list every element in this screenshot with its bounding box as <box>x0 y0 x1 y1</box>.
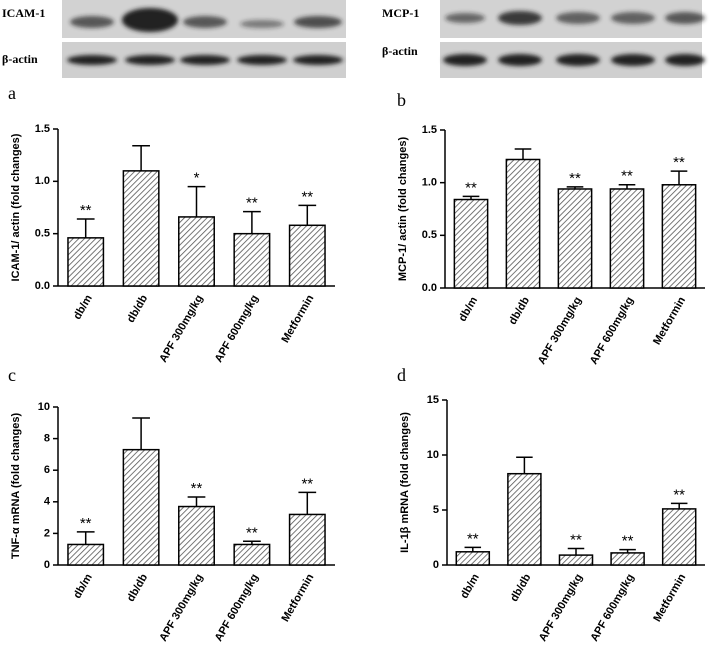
significance: ** <box>301 475 313 492</box>
bar <box>557 188 593 289</box>
significance: ** <box>673 154 685 171</box>
blot-right: MCP-1 β-actin <box>382 0 705 78</box>
blot-label: β-actin <box>2 52 38 66</box>
x-tick-label: db/m <box>457 295 481 324</box>
significance: ** <box>570 531 582 548</box>
x-tick-label: APF 300mg/kg <box>157 572 205 644</box>
significance: ** <box>465 179 477 196</box>
bar <box>507 472 542 566</box>
y-tick-label: 0.5 <box>422 229 437 241</box>
y-tick-label: 1.0 <box>35 175 50 187</box>
bar <box>505 158 541 289</box>
significance: ** <box>467 530 479 547</box>
bar <box>178 216 215 287</box>
x-tick-label: Metformin <box>279 293 316 345</box>
bar <box>609 188 645 289</box>
significance: ** <box>673 486 685 503</box>
significance: ** <box>621 168 633 185</box>
blot-label: β-actin <box>382 44 418 58</box>
bar <box>122 448 160 566</box>
bar <box>453 198 489 289</box>
x-tick-label: db/m <box>71 572 95 601</box>
significance: * <box>194 170 200 187</box>
y-tick-label: 1.5 <box>35 123 50 135</box>
y-tick-label: 5 <box>433 504 439 516</box>
bar <box>233 543 271 566</box>
y-axis-label: ICAM-1/ actin (fold changes) <box>10 133 22 281</box>
y-tick-label: 10 <box>427 449 439 461</box>
y-tick-label: 0 <box>433 559 439 571</box>
bar <box>661 184 697 289</box>
y-tick-label: 10 <box>38 401 50 413</box>
y-tick-label: 0.0 <box>35 280 50 292</box>
y-tick-label: 2 <box>44 527 50 539</box>
y-axis-label: MCP-1/ actin (fold changes) <box>397 137 409 282</box>
x-tick-label: Metformin <box>651 572 688 624</box>
y-tick-label: 0.5 <box>35 228 50 240</box>
blot-left: ICAM-1 β-actin <box>2 0 346 78</box>
x-tick-label: APF 600mg/kg <box>588 572 636 644</box>
bar <box>67 543 105 566</box>
y-tick-label: 15 <box>427 394 439 406</box>
y-tick-label: 6 <box>44 464 50 476</box>
y-tick-label: 1.0 <box>422 177 437 189</box>
x-tick-label: db/m <box>71 293 95 322</box>
y-tick-label: 0.0 <box>422 282 437 294</box>
x-tick-label: db/db <box>125 572 150 604</box>
y-tick-label: 0 <box>44 559 50 571</box>
significance: ** <box>80 515 92 532</box>
x-tick-label: APF 300mg/kg <box>157 293 205 365</box>
bar <box>178 505 215 566</box>
x-tick-label: db/db <box>507 295 532 327</box>
y-axis-label: IL-1β mRNA (fold changes) <box>399 412 411 553</box>
y-tick-label: 8 <box>44 433 50 445</box>
y-axis-label: TNF-α mRNA (fold changes) <box>10 413 22 560</box>
y-tick-label: 4 <box>44 496 51 508</box>
x-tick-label: Metformin <box>279 572 316 624</box>
panel-label: d <box>397 365 406 385</box>
x-tick-label: db/m <box>458 572 482 601</box>
bar <box>288 513 326 566</box>
x-tick-label: APF 600mg/kg <box>588 295 636 367</box>
bar <box>288 224 326 287</box>
significance: ** <box>191 480 203 497</box>
panel-label: a <box>8 83 16 103</box>
significance: ** <box>569 170 581 187</box>
bar <box>558 554 594 566</box>
panel-label: b <box>397 90 406 110</box>
panel-label: c <box>8 365 16 385</box>
bar <box>122 170 160 287</box>
bar <box>67 237 105 287</box>
bar <box>455 551 491 566</box>
blot-label: ICAM-1 <box>2 6 45 20</box>
x-tick-label: APF 600mg/kg <box>213 572 261 644</box>
significance: ** <box>80 202 92 219</box>
x-tick-label: APF 300mg/kg <box>536 295 584 367</box>
y-tick-label: 1.5 <box>422 124 437 136</box>
blot-label: MCP-1 <box>382 6 419 20</box>
x-tick-label: APF 300mg/kg <box>537 572 585 644</box>
x-tick-label: db/db <box>508 572 533 604</box>
bar <box>661 508 697 566</box>
significance: ** <box>301 188 313 205</box>
x-tick-label: Metformin <box>651 295 688 347</box>
x-tick-label: db/db <box>125 293 150 325</box>
significance: ** <box>246 524 258 541</box>
bar <box>233 232 271 287</box>
significance: ** <box>622 533 634 550</box>
bar <box>610 552 645 566</box>
x-tick-label: APF 600mg/kg <box>213 293 261 365</box>
significance: ** <box>246 195 258 212</box>
